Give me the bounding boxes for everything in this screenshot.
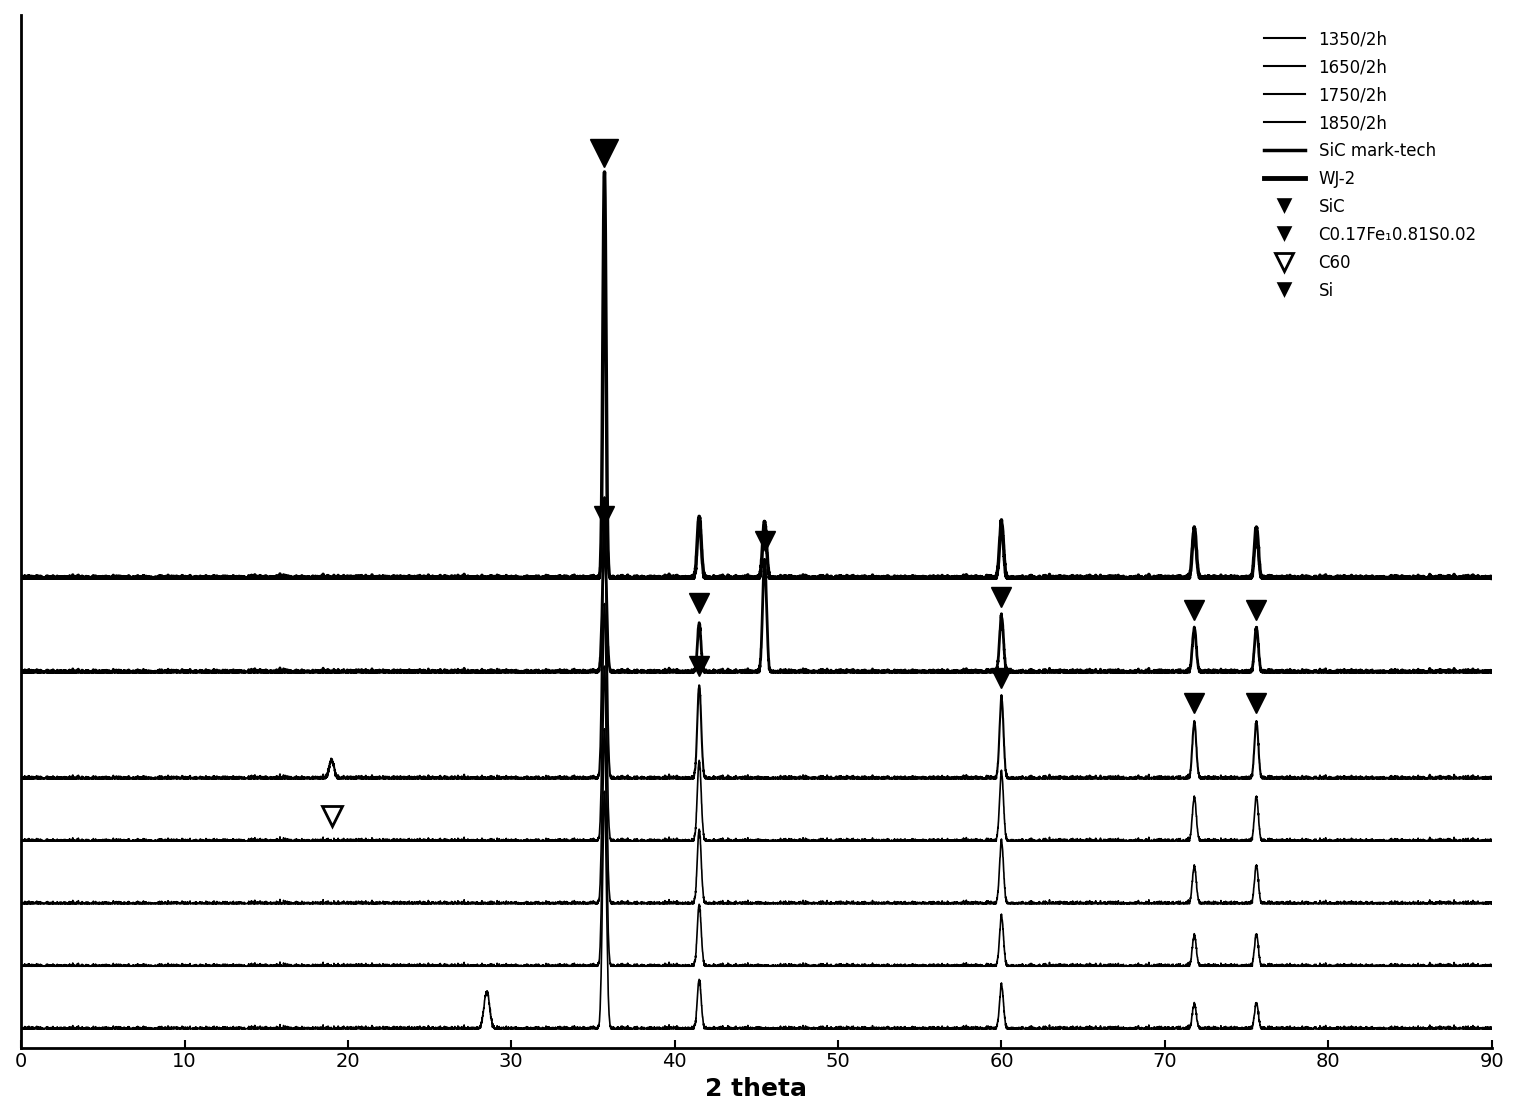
Legend: 1350/2h, 1650/2h, 1750/2h, 1850/2h, SiC mark-tech, WJ-2, SiC, C0.17Fe₁0.81S0.02,: 1350/2h, 1650/2h, 1750/2h, 1850/2h, SiC … <box>1256 23 1484 307</box>
X-axis label: 2 theta: 2 theta <box>705 1077 808 1101</box>
